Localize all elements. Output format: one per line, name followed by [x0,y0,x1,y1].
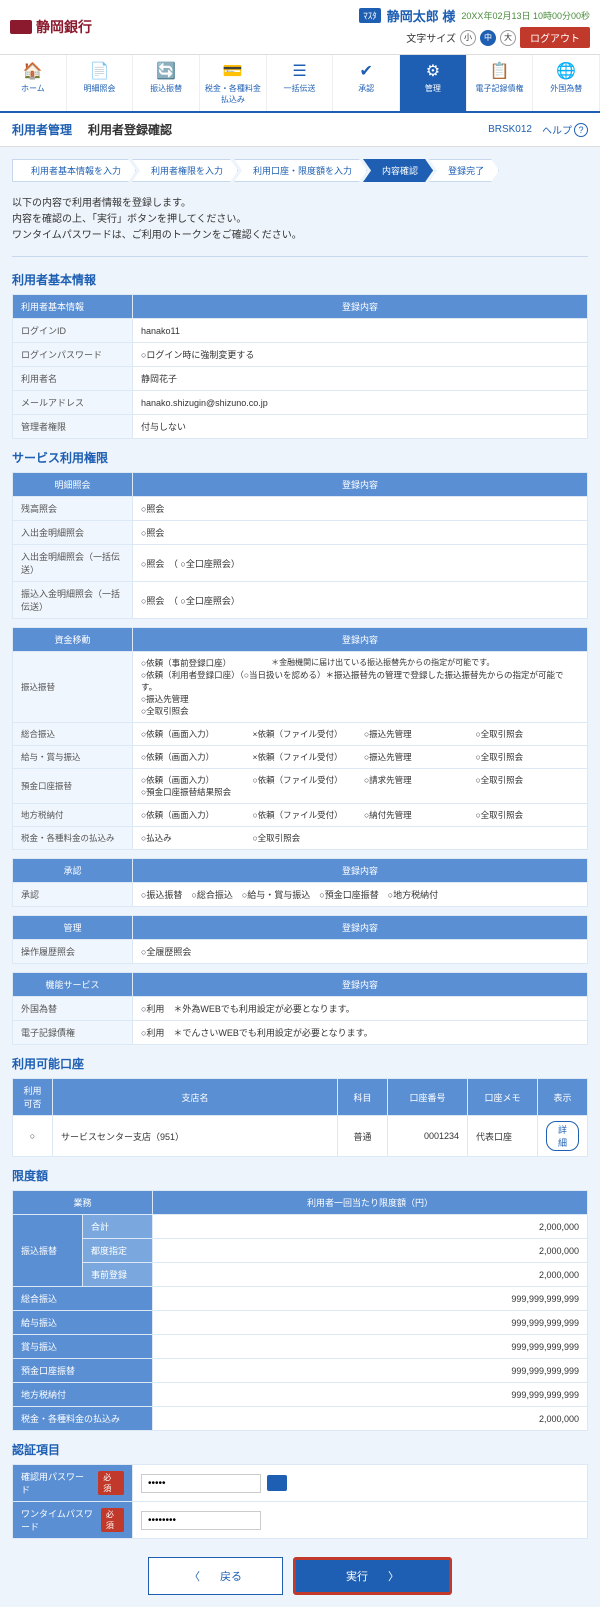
logout-button[interactable]: ログアウト [520,27,590,48]
button-row: 〈戻る 実行〉 [12,1557,588,1595]
required-badge: 必須 [101,1508,124,1532]
bank-name: 静岡銀行 [36,17,92,37]
perm-manage-table: 管理登録内容 操作履歴照会○全履歴照会 [12,915,588,964]
record-icon: 📋 [469,61,531,81]
globe-icon: 🌐 [535,61,597,81]
chevron-right-icon: 〉 [388,1568,399,1584]
perm-fund-table: 資金移動登録内容 振込振替 ○依頼（事前登録口座）＊金融機関に届け出ている振込振… [12,627,588,850]
help-icon: ? [574,123,588,137]
font-size-controls: 文字サイズ 小 中 大 ログアウト [406,27,590,48]
perm-detail-table: 明細照会登録内容 残高照会○照会 入出金明細照会○照会 入出金明細照会（一括伝送… [12,472,588,619]
batch-icon: ☰ [269,61,331,81]
nav-tax[interactable]: 💳税金・各種料金 払込み [200,55,267,111]
submit-button[interactable]: 実行〉 [293,1557,452,1595]
basic-info-title: 利用者基本情報 [12,271,588,288]
bank-logo: 静岡銀行 [10,17,92,37]
page-title: 利用者登録確認 [88,121,172,138]
step-5: 登録完了 [429,159,499,182]
subheader-right: BRSK012 ヘルプ ? [488,122,588,137]
step-4: 内容確認 [363,159,433,182]
approve-icon: ✔ [335,61,397,81]
transfer-icon: 🔄 [135,61,197,81]
account-table: 利用可否 支店名 科目 口座番号 口座メモ 表示 ○ サービスセンター支店（95… [12,1078,588,1157]
home-icon: 🏠 [2,61,64,81]
header: 静岡銀行 ﾏｽﾀ 静岡太郎 様 20XX年02月13日 10時00分00秒 文字… [0,0,600,55]
step-3: 利用口座・限度額を入力 [234,159,367,182]
category-title: 利用者管理 [12,121,72,138]
nav-transfer[interactable]: 🔄振込振替 [133,55,200,111]
nav-approve[interactable]: ✔承認 [333,55,400,111]
user-info: ﾏｽﾀ 静岡太郎 様 20XX年02月13日 10時00分00秒 [359,6,590,25]
auth-table: 確認用パスワード必須 ワンタイムパスワード必須 [12,1464,588,1539]
required-badge: 必須 [98,1471,124,1495]
subheader: 利用者管理 利用者登録確認 BRSK012 ヘルプ ? [0,113,600,147]
step-indicator: 利用者基本情報を入力 利用者権限を入力 利用口座・限度額を入力 内容確認 登録完… [12,159,588,182]
size-medium-button[interactable]: 中 [480,30,496,46]
font-size-label: 文字サイズ [406,30,456,45]
nav-manage[interactable]: ⚙管理 [400,55,467,111]
back-button[interactable]: 〈戻る [148,1557,283,1595]
size-large-button[interactable]: 大 [500,30,516,46]
confirm-password-input[interactable] [141,1474,261,1493]
size-small-button[interactable]: 小 [460,30,476,46]
chevron-left-icon: 〈 [189,1568,200,1584]
user-name: 静岡太郎 様 [387,6,456,25]
nav-denshi[interactable]: 📋電子記録債権 [467,55,534,111]
perm-title: サービス利用権限 [12,449,588,466]
subheader-left: 利用者管理 利用者登録確認 [12,121,172,138]
perm-service-table: 機能サービス登録内容 外国為替○利用 ＊外為WEBでも利用設定が必要となります。… [12,972,588,1045]
limit-title: 限度額 [12,1167,588,1184]
user-badge: ﾏｽﾀ [359,8,381,23]
gear-icon: ⚙ [402,61,464,81]
logo-icon [10,20,32,34]
content: 利用者基本情報を入力 利用者権限を入力 利用口座・限度額を入力 内容確認 登録完… [0,147,600,1607]
header-right: ﾏｽﾀ 静岡太郎 様 20XX年02月13日 10時00分00秒 文字サイズ 小… [359,6,590,48]
auth-title: 認証項目 [12,1441,588,1458]
card-icon: 💳 [202,61,264,81]
main-nav: 🏠ホーム 📄明細照会 🔄振込振替 💳税金・各種料金 払込み ☰一括伝送 ✔承認 … [0,55,600,113]
detail-button[interactable]: 詳細 [546,1121,579,1151]
keyboard-icon[interactable] [267,1475,287,1491]
basic-info-table: 利用者基本情報登録内容 ログインIDhanako11 ログインパスワード○ログイ… [12,294,588,439]
limit-table: 業務利用者一回当たり限度額（円） 振込振替合計2,000,000 都度指定2,0… [12,1190,588,1431]
account-row: ○ サービスセンター支店（951） 普通 0001234 代表口座 詳細 [13,1116,588,1157]
nav-batch[interactable]: ☰一括伝送 [267,55,334,111]
screen-id: BRSK012 [488,124,532,135]
step-1: 利用者基本情報を入力 [12,159,136,182]
intro-text: 以下の内容で利用者情報を登録します。 内容を確認の上、「実行」ボタンを押してくだ… [12,196,588,257]
datetime: 20XX年02月13日 10時00分00秒 [461,9,590,22]
nav-detail[interactable]: 📄明細照会 [67,55,134,111]
nav-home[interactable]: 🏠ホーム [0,55,67,111]
help-link[interactable]: ヘルプ ? [542,122,588,137]
account-title: 利用可能口座 [12,1055,588,1072]
step-2: 利用者権限を入力 [132,159,238,182]
perm-approve-table: 承認登録内容 承認○振込振替 ○総合振込 ○給与・賞与振込 ○預金口座振替 ○地… [12,858,588,907]
nav-forex[interactable]: 🌐外国為替 [533,55,600,111]
document-icon: 📄 [69,61,131,81]
otp-input[interactable] [141,1511,261,1530]
